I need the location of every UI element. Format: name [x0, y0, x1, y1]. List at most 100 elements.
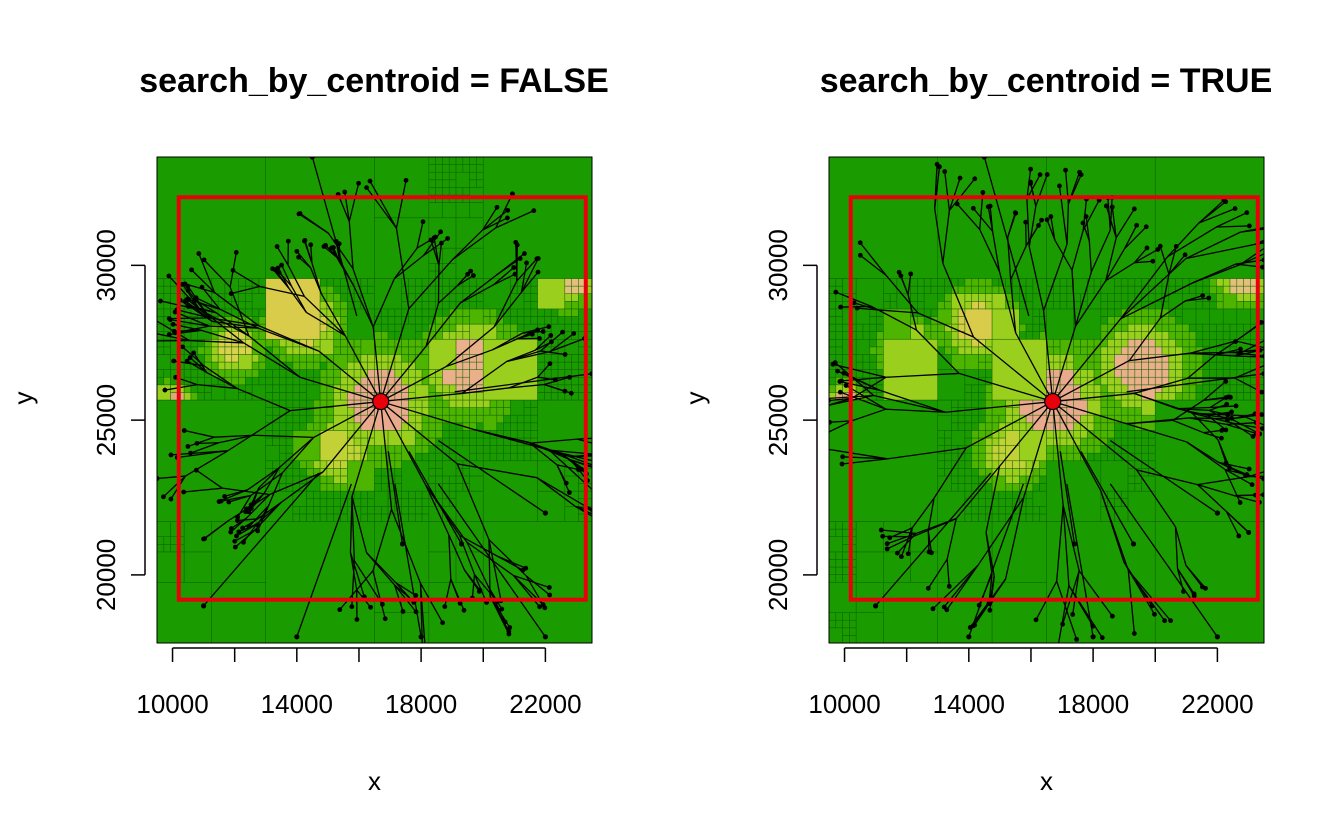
raster-cell: [1059, 285, 1068, 294]
raster-cell: [1086, 445, 1095, 454]
flow-path: [958, 372, 1053, 403]
flow-endpoint: [1305, 218, 1310, 223]
raster-cell: [1182, 331, 1190, 340]
raster-cell: [835, 559, 843, 568]
raster-cell: [1127, 483, 1136, 492]
flow-path: [916, 329, 960, 374]
flow-path: [575, 506, 592, 515]
flow-endpoint: [510, 191, 515, 197]
raster-cell: [1059, 300, 1068, 310]
raster-cell: [251, 361, 260, 370]
raster-cell: [333, 506, 341, 515]
flow-path: [339, 262, 354, 286]
raster-cell: [1168, 346, 1176, 355]
raster-cell: [923, 285, 932, 294]
raster-cell: [279, 452, 287, 462]
raster-cell: [1148, 346, 1156, 355]
raster-cell: [978, 300, 986, 310]
flow-endpoint: [946, 583, 952, 589]
raster-cell: [496, 437, 504, 446]
flow-endpoint: [1287, 223, 1292, 228]
raster-cell: [306, 414, 314, 424]
flow-path: [222, 487, 270, 496]
raster-cell: [326, 468, 335, 477]
raster-cell: [964, 346, 973, 355]
flow-endpoint: [605, 510, 610, 515]
raster-cell: [930, 285, 939, 294]
flow-endpoint: [547, 361, 553, 367]
flow-path: [366, 187, 397, 229]
raster-cell: [401, 498, 409, 507]
raster-cell: [414, 300, 423, 310]
raster-cell: [292, 513, 301, 522]
raster-cell: [829, 574, 837, 583]
raster-cell: [917, 285, 925, 294]
raster-cell: [523, 430, 532, 439]
raster-cell: [462, 361, 470, 370]
raster-cell: [1229, 285, 1238, 294]
raster-cell: [937, 581, 993, 643]
raster-cell: [455, 285, 464, 294]
flow-path: [1198, 207, 1236, 224]
raster-cell: [829, 308, 837, 317]
flow-path: [1159, 274, 1170, 319]
raster-cell: [482, 414, 498, 431]
flow-path: [185, 450, 229, 477]
raster-cell: [299, 384, 307, 393]
raster-cell: [387, 376, 396, 386]
raster-cell: [1039, 513, 1047, 522]
raster-cell: [1032, 506, 1041, 515]
flow-endpoint: [1223, 460, 1229, 466]
raster-cell: [1086, 338, 1095, 348]
raster-cell: [985, 460, 993, 469]
flow-endpoint: [1157, 243, 1163, 249]
raster-cell: [829, 300, 837, 310]
flow-path: [157, 320, 190, 342]
flow-endpoint: [191, 350, 197, 356]
flow-endpoint: [296, 254, 302, 260]
y-tick-label: 30000: [763, 229, 793, 301]
flow-path: [247, 467, 280, 491]
flow-path: [575, 506, 592, 517]
flow-endpoint: [562, 352, 568, 357]
plot-frame: [156, 156, 593, 644]
flow-endpoint: [537, 335, 542, 341]
flow-endpoint: [1262, 353, 1264, 359]
raster-cell: [1202, 278, 1210, 287]
raster-cell: [1120, 293, 1129, 302]
raster-cell: [326, 490, 335, 500]
flow-endpoint: [1134, 222, 1140, 228]
flow-endpoint: [1044, 172, 1050, 177]
raster-cell: [1120, 278, 1129, 287]
flow-path: [1189, 340, 1236, 354]
raster-cell: [1080, 437, 1088, 446]
raster-cell: [1161, 331, 1170, 340]
raster-cell: [1134, 430, 1142, 439]
raster-cell: [374, 445, 382, 454]
flow-path: [276, 246, 289, 266]
flow-endpoint: [1099, 635, 1105, 641]
flow-endpoint: [597, 452, 602, 457]
flow-path: [344, 335, 382, 402]
raster-cell: [829, 566, 837, 575]
raster-cell: [1120, 300, 1129, 310]
flow-path: [537, 363, 551, 378]
raster-cell: [530, 399, 538, 408]
raster-cell: [1134, 460, 1142, 469]
raster-cell: [251, 308, 260, 317]
raster-cell: [333, 300, 341, 310]
raster-cell: [224, 354, 233, 363]
raster-cell: [998, 468, 1007, 477]
flow-endpoint: [908, 271, 914, 277]
raster-cell: [571, 323, 579, 332]
flow-endpoint: [1246, 466, 1252, 472]
raster-cell: [462, 437, 470, 446]
flow-endpoint: [512, 271, 518, 277]
flow-path: [1056, 505, 1064, 582]
raster-cell: [564, 361, 572, 370]
raster-cell: [448, 430, 457, 439]
raster-cell: [1107, 338, 1115, 348]
raster-cell: [1114, 300, 1122, 310]
flow-path: [425, 302, 461, 347]
raster-cell: [1148, 437, 1156, 446]
